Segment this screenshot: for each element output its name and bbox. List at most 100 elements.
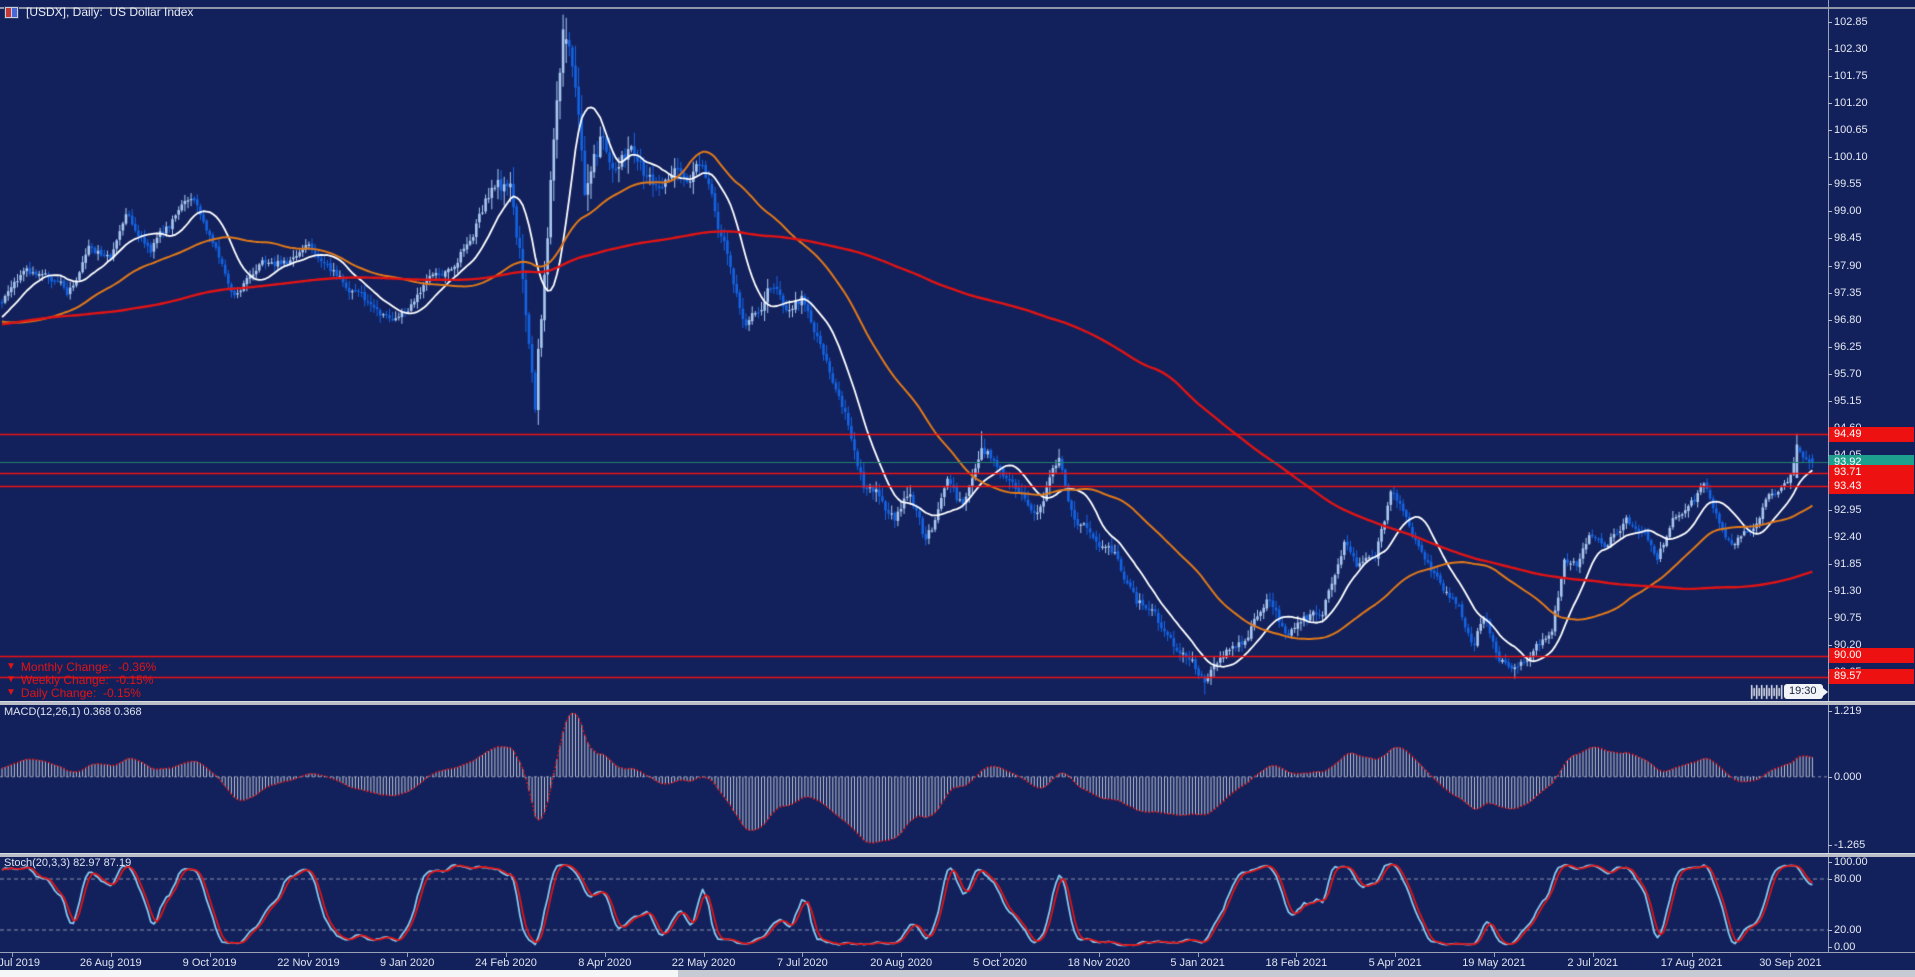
price-tick-label: 101.75 xyxy=(1834,69,1868,82)
axis-tick-mark xyxy=(1828,75,1832,77)
axis-tick-mark xyxy=(1828,129,1832,131)
price-tick-label: 95.70 xyxy=(1834,367,1862,380)
date-tick-mark xyxy=(110,953,112,957)
axis-tick-mark xyxy=(1828,645,1832,647)
date-tick-label: 8 Apr 2020 xyxy=(578,957,632,969)
date-tick-mark xyxy=(12,953,13,957)
axis-tick-mark xyxy=(1828,563,1832,565)
date-tick-mark xyxy=(703,953,705,957)
price-tick-label: 96.25 xyxy=(1834,340,1862,353)
axis-tick-mark xyxy=(1828,102,1832,104)
price-tick-label: 101.20 xyxy=(1834,96,1868,109)
panel-separator[interactable] xyxy=(0,701,1915,705)
price-tick-label: 91.30 xyxy=(1834,584,1862,597)
level-price-tag: 90.00 xyxy=(1829,648,1914,663)
stochastic-indicator-chart[interactable] xyxy=(0,856,1828,955)
price-tick-label: 99.55 xyxy=(1834,178,1862,191)
price-tick-label: 100.65 xyxy=(1834,123,1868,136)
date-tick-mark xyxy=(308,953,310,957)
macd-label[interactable]: MACD(12,26,1) 0.368 0.368 xyxy=(4,706,142,718)
price-tick-label: 100.10 xyxy=(1834,151,1868,164)
date-tick-mark xyxy=(1494,953,1495,957)
price-tick-label: 99.00 xyxy=(1834,205,1862,218)
price-tick-label: 90.75 xyxy=(1834,612,1862,625)
axis-tick-mark xyxy=(1828,238,1832,240)
axis-tick-mark xyxy=(1828,373,1832,375)
date-tick-mark xyxy=(802,953,804,957)
date-tick-mark xyxy=(1197,953,1199,957)
axis-tick-mark xyxy=(1828,878,1832,880)
chart-window-icon xyxy=(4,5,19,19)
axis-tick-mark xyxy=(1828,946,1832,948)
date-axis[interactable]: 11 Jul 2019 26 Aug 2019 9 Oct 2019 22 Nov 2… xyxy=(0,953,1915,970)
date-tick-mark xyxy=(209,953,211,957)
date-tick-label: 9 Oct 2019 xyxy=(182,957,237,969)
axis-tick-mark xyxy=(1828,346,1832,348)
date-tick-label: 22 May 2020 xyxy=(671,957,736,969)
date-tick-label: 26 Aug 2019 xyxy=(79,957,142,969)
axis-tick-mark xyxy=(1828,184,1832,186)
main-price-chart[interactable] xyxy=(0,0,1828,701)
level-price-tag: 93.71 xyxy=(1829,465,1914,481)
date-tick-label: 19 May 2021 xyxy=(1462,957,1526,969)
price-axis-border xyxy=(1828,0,1829,953)
axis-tick-mark xyxy=(1828,861,1832,863)
date-tick-mark xyxy=(1098,953,1100,957)
date-tick-label: 9 Jan 2020 xyxy=(379,957,435,969)
price-tick-label: 96.80 xyxy=(1834,313,1862,326)
axis-tick-mark xyxy=(1828,21,1832,23)
axis-tick-mark xyxy=(1828,929,1832,931)
date-tick-mark xyxy=(604,953,606,957)
date-tick-mark xyxy=(1790,953,1792,957)
price-tick-label: 91.85 xyxy=(1834,557,1862,570)
stoch-tick-label: 20.00 xyxy=(1834,923,1862,936)
price-tick-label: 92.95 xyxy=(1834,503,1862,516)
date-axis-border xyxy=(0,952,1915,953)
date-tick-mark xyxy=(506,953,507,957)
axis-tick-mark xyxy=(1828,292,1832,294)
date-tick-label: 24 Feb 2020 xyxy=(475,957,537,969)
axis-tick-mark xyxy=(1828,509,1832,511)
date-tick-mark xyxy=(1395,953,1397,957)
level-price-tag: 94.49 xyxy=(1829,426,1914,442)
date-tick-label: 17 Aug 2021 xyxy=(1660,957,1723,969)
date-tick-label: 5 Apr 2021 xyxy=(1368,957,1422,969)
date-tick-label: 7 Jul 2020 xyxy=(777,957,828,969)
date-tick-label: 18 Nov 2020 xyxy=(1067,957,1130,969)
stoch-tick-label: 100.00 xyxy=(1834,855,1868,868)
date-tick-label: 5 Jan 2021 xyxy=(1170,957,1225,969)
level-price-tag: 89.57 xyxy=(1829,669,1914,685)
level-price-tag: 93.43 xyxy=(1829,478,1914,494)
axis-tick-mark xyxy=(1828,618,1832,620)
axis-tick-mark xyxy=(1828,211,1832,213)
stoch-tick-label: 80.00 xyxy=(1834,872,1862,885)
macd-indicator-chart[interactable] xyxy=(0,705,1828,853)
date-tick-label: 5 Oct 2020 xyxy=(973,957,1027,969)
scrollbar-thumb[interactable] xyxy=(0,970,678,977)
price-axis[interactable]: 102.85 102.30 101.75 101.20 100.65 100.10 99.5… xyxy=(1828,0,1915,970)
date-tick-mark xyxy=(901,953,903,957)
date-tick-mark xyxy=(1592,953,1594,957)
date-tick-label: 2 Jul 2021 xyxy=(1567,957,1619,969)
chart-title: [USDX], Daily: US Dollar Index xyxy=(4,5,193,19)
stoch-label[interactable]: Stoch(20,3,3) 82.97 87.19 xyxy=(4,857,132,869)
price-tick-label: 97.90 xyxy=(1834,259,1862,272)
axis-tick-mark xyxy=(1828,319,1832,321)
date-tick-mark xyxy=(1691,953,1693,957)
macd-tick-label: -1.265 xyxy=(1834,838,1866,851)
date-tick-label: 30 Sep 2021 xyxy=(1759,957,1822,969)
price-tick-label: 102.85 xyxy=(1834,15,1868,28)
stoch-tick-label: 0.00 xyxy=(1834,940,1856,953)
axis-tick-mark xyxy=(1828,265,1832,267)
icon-red-pane xyxy=(6,7,11,17)
horizontal-scrollbar[interactable] xyxy=(0,970,1915,977)
icon-blue-pane xyxy=(12,7,17,17)
axis-tick-mark xyxy=(1828,710,1832,712)
date-tick-label: 18 Feb 2021 xyxy=(1265,957,1328,969)
panel-separator[interactable] xyxy=(0,853,1915,857)
date-tick-mark xyxy=(1000,953,1001,957)
axis-tick-mark xyxy=(1828,776,1832,778)
macd-tick-label: 0.000 xyxy=(1834,770,1862,783)
axis-tick-mark xyxy=(1828,157,1832,159)
